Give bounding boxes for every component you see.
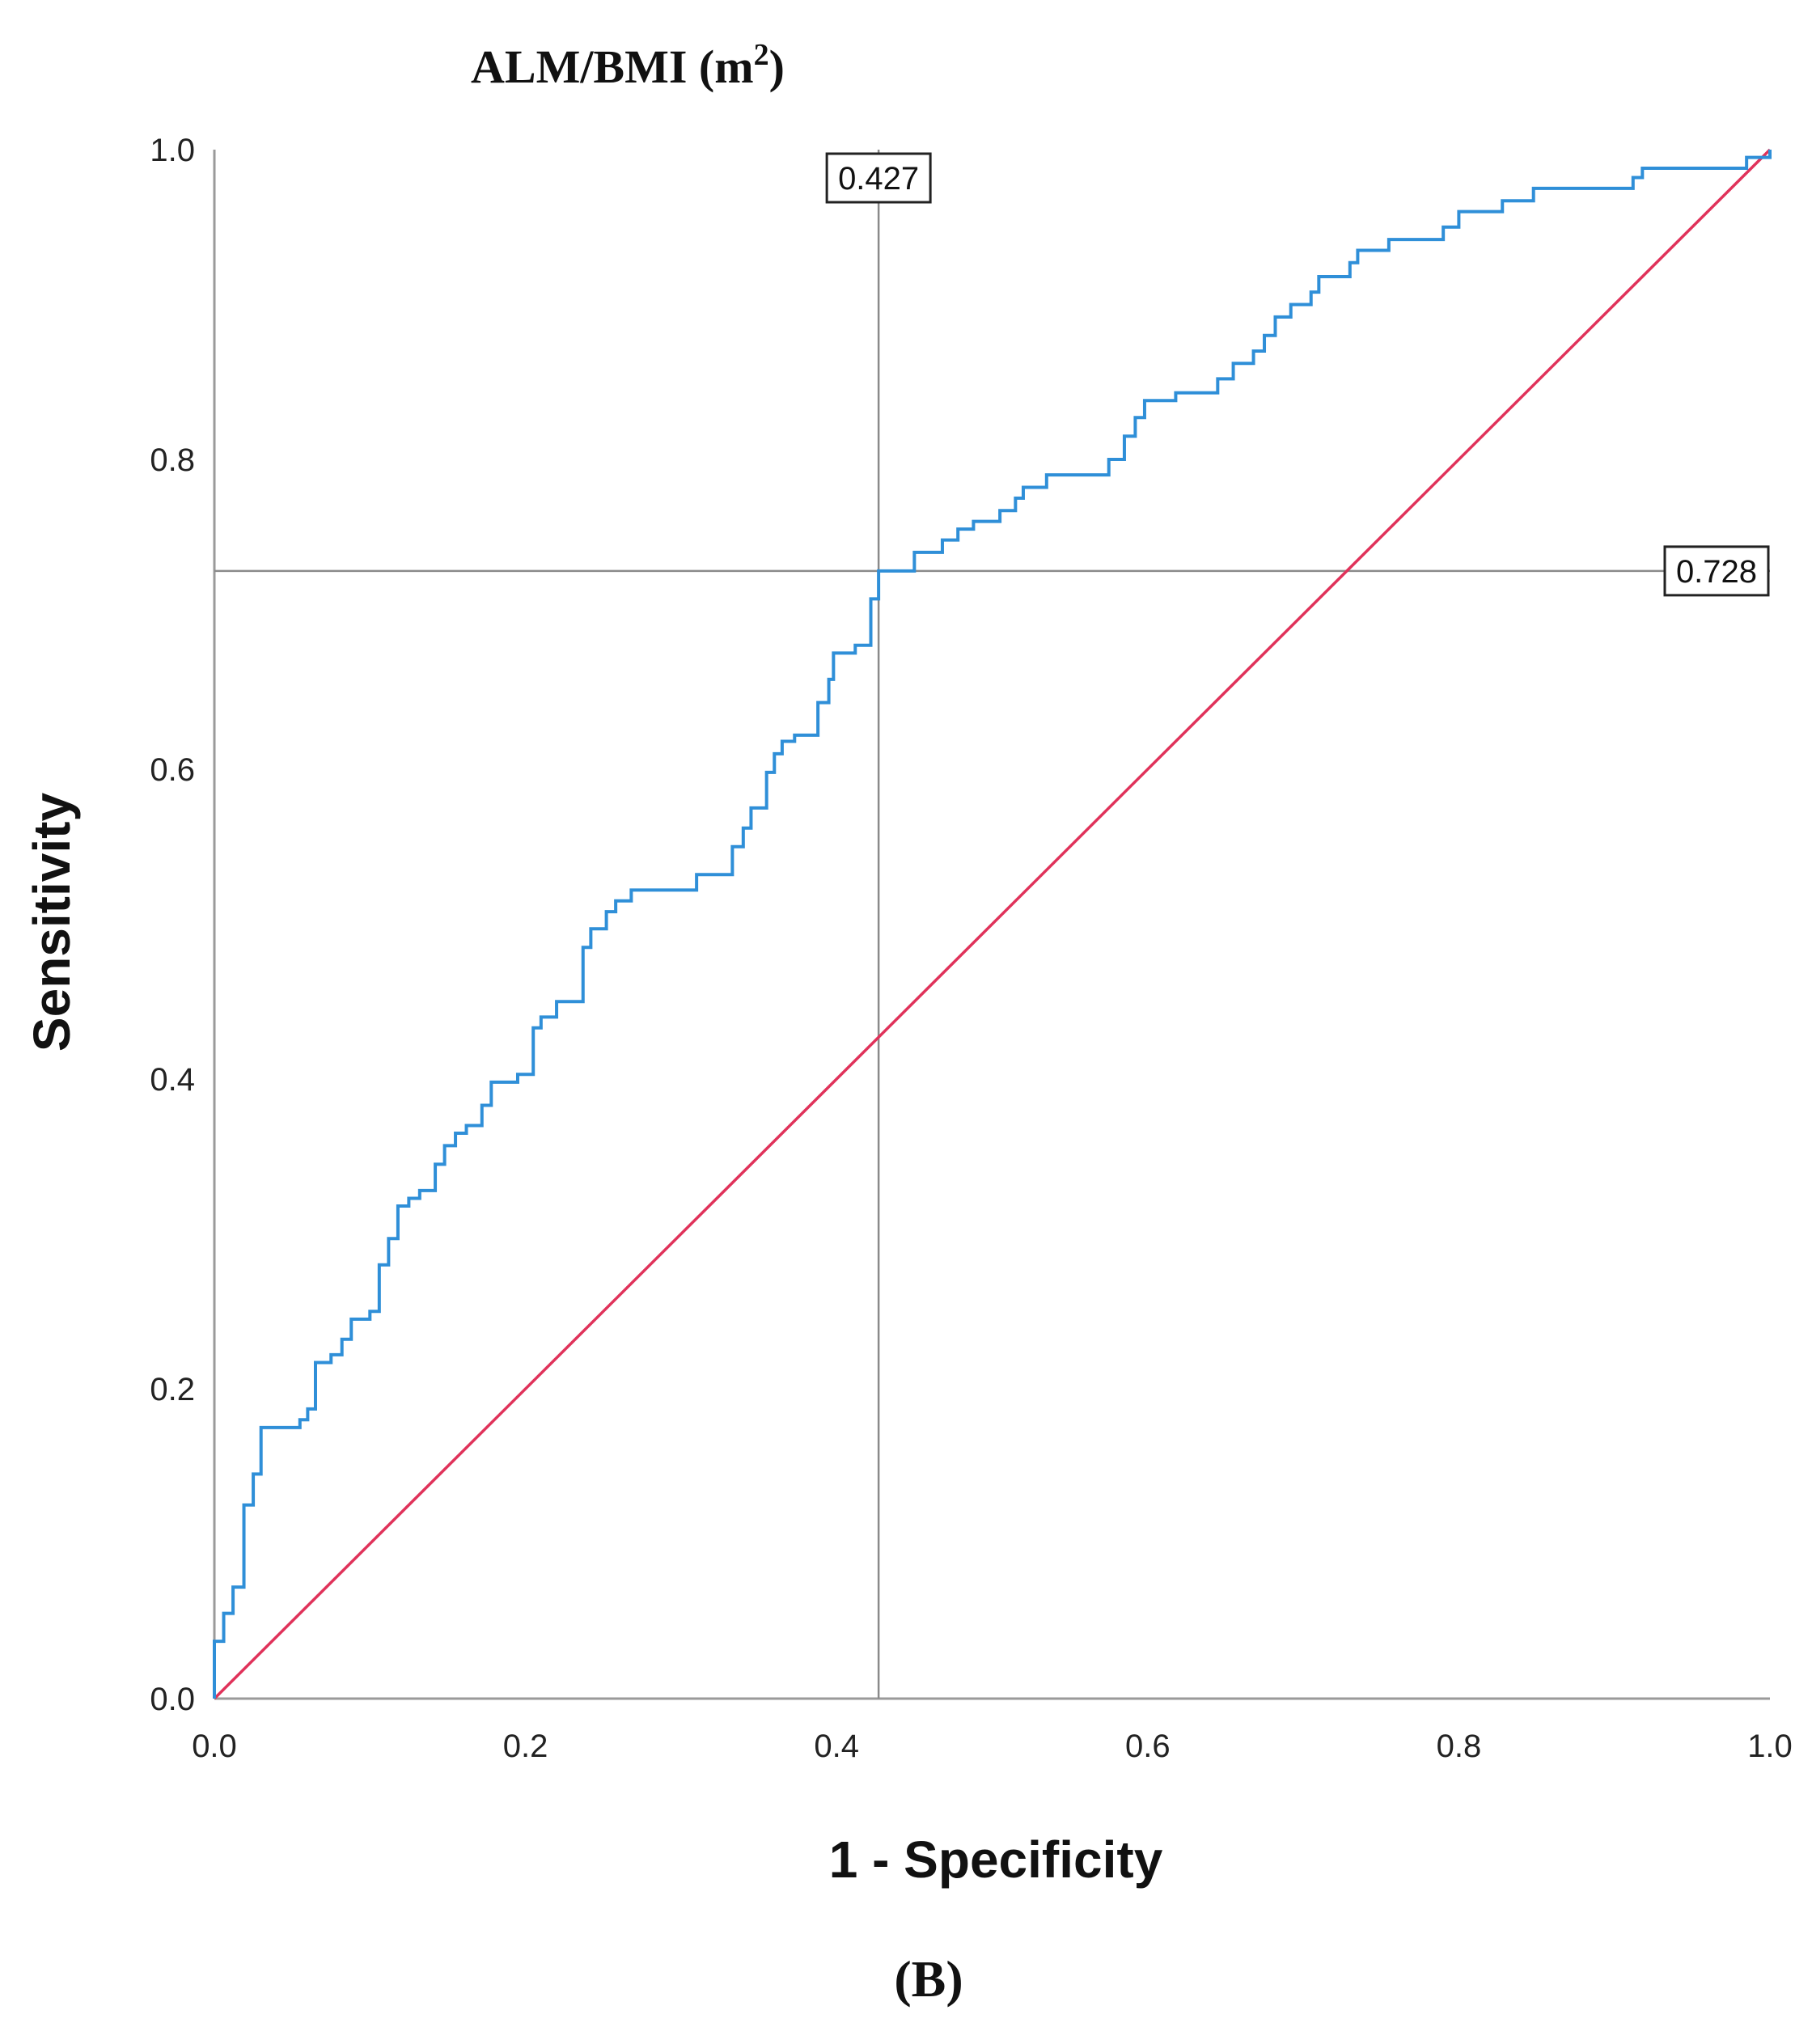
y-tick-label: 0.8 (150, 442, 195, 478)
x-tick-label: 1.0 (1747, 1729, 1793, 1764)
reference-labels: 0.427 0.728 (825, 152, 1770, 597)
x-tick-label: 0.2 (503, 1729, 548, 1764)
chart-title-close: ) (769, 40, 785, 93)
axes (213, 150, 1770, 1700)
y-tick-label: 0.0 (150, 1682, 195, 1717)
roc-curve-line (213, 150, 1772, 1699)
y-axis-title: Sensitivity (23, 793, 81, 1052)
x-axis-title: 1 - Specificity (829, 1830, 1163, 1889)
x-tick-label: 0.6 (1125, 1729, 1171, 1764)
x-tick-label: 0.8 (1437, 1729, 1482, 1764)
tick-labels: 0.0 0.2 0.4 0.6 0.8 1.0 0.0 0.2 0.4 0.6 0.8 1.0 (150, 133, 1792, 1764)
chart-title-main: ALM/BMI (m (471, 40, 754, 93)
chart-title-superscript: 2 (754, 38, 769, 72)
x-tick-label: 0.4 (814, 1729, 859, 1764)
y-tick-label: 0.2 (150, 1372, 195, 1407)
panel-label: (B) (894, 1950, 963, 2008)
reference-label-box-horizontal (1663, 545, 1770, 597)
y-tick-label: 1.0 (150, 133, 195, 168)
chart-title: ALM/BMI (m2) (471, 38, 785, 93)
x-tick-label: 0.0 (192, 1729, 237, 1764)
reference-label-horizontal: 0.728 (1676, 554, 1757, 590)
y-tick-label: 0.6 (150, 752, 195, 788)
reference-diagonal-line (213, 148, 1772, 1700)
series-layer (213, 148, 1772, 1700)
reference-lines (214, 150, 1770, 1699)
y-tick-label: 0.4 (150, 1062, 195, 1098)
reference-label-box-vertical (825, 152, 932, 204)
reference-label-vertical: 0.427 (838, 161, 919, 197)
